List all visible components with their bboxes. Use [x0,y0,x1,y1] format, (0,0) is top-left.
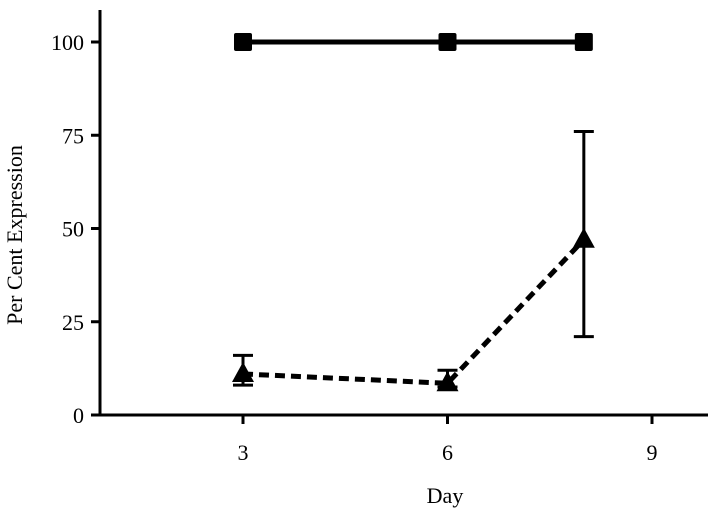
data-point-square [438,33,457,51]
data-point-square [574,33,593,51]
y-tick-label: 100 [51,30,84,55]
y-tick-label: 75 [62,123,84,148]
series-1 [234,33,593,51]
x-axis-title: Day [427,483,464,508]
y-tick-label: 0 [73,403,84,428]
y-axis-title: Per Cent Expression [2,145,27,325]
series-line [242,237,586,386]
axes: 0 25 50 75 100 3 6 9 [51,10,708,465]
series-2 [232,130,595,392]
y-tick-label: 25 [62,310,84,335]
x-tick-label: 9 [647,440,658,465]
data-point-triangle [232,361,254,382]
data-point-square [234,33,252,51]
data-point-triangle [572,227,595,248]
data-point-triangle [436,371,459,392]
y-tick-label: 50 [62,217,84,242]
x-tick-label: 6 [442,440,453,465]
series-layer [232,33,595,392]
x-tick-label: 3 [238,440,249,465]
